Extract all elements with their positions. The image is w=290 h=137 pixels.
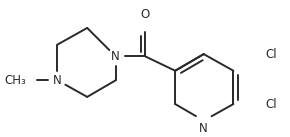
Text: N: N xyxy=(53,74,62,87)
Text: O: O xyxy=(141,8,150,21)
Text: Cl: Cl xyxy=(265,48,277,61)
Text: N: N xyxy=(111,50,120,63)
Text: N: N xyxy=(199,122,208,135)
Text: Cl: Cl xyxy=(265,98,277,111)
Text: CH₃: CH₃ xyxy=(4,74,26,87)
